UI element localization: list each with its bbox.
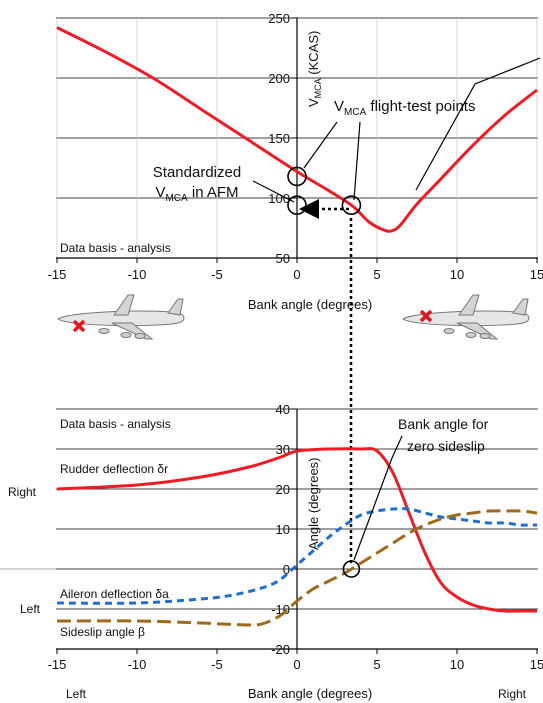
top-test-point-marker bbox=[287, 166, 307, 187]
zero-sideslip-marker bbox=[342, 560, 361, 578]
zero-sideslip-leader-line bbox=[353, 435, 403, 561]
bottom-x-tick-label: -5 bbox=[211, 657, 223, 672]
sideslip-angle-curve bbox=[56, 509, 538, 627]
bottom-y-tick-label: 10 bbox=[276, 522, 290, 537]
top-chart: 50 100 150 200 250 -15 -10 -5 0 5 10 15 VMCA (KCAS… bbox=[48, 11, 543, 312]
airplane-left-icon bbox=[57, 294, 185, 340]
bottom-x-tick-label: 15 bbox=[530, 657, 543, 672]
top-x-tick-labels: -15 -10 -5 0 5 10 15 bbox=[48, 258, 543, 282]
bottom-x-tick-labels: -15 -10 -5 0 5 10 15 bbox=[48, 649, 543, 672]
top-data-basis-note: Data basis - analysis bbox=[60, 241, 171, 255]
bottom-x-tick-label: -15 bbox=[48, 657, 67, 672]
top-y-axis-label: VMCA (KCAS) bbox=[306, 31, 323, 107]
bottom-y-tick-label: 40 bbox=[276, 402, 290, 417]
standardized-label-line2: VMCA in AFM bbox=[155, 184, 238, 204]
bottom-x-axis-label: Bank angle (degrees) bbox=[248, 686, 372, 701]
bottom-markers bbox=[342, 560, 361, 578]
zero-sideslip-label-line1: Bank angle for bbox=[398, 416, 489, 432]
bottom-x-tick-label: 10 bbox=[450, 657, 464, 672]
bottom-y-tick-label: 0 bbox=[283, 562, 290, 577]
legend-aileron: Aileron deflection δa bbox=[60, 587, 169, 601]
bottom-curves bbox=[56, 447, 538, 627]
bottom-y-tick-label: -20 bbox=[271, 642, 290, 657]
top-test-point-marker bbox=[341, 195, 362, 215]
bottom-y-axis-label: Angle (degrees) bbox=[306, 458, 321, 551]
top-y-tick-label: 50 bbox=[276, 251, 290, 266]
bottom-left-label: Left bbox=[66, 687, 87, 701]
side-label-right: Right bbox=[8, 485, 37, 499]
curve-leader-line bbox=[415, 57, 541, 191]
top-x-tick-label: 15 bbox=[530, 267, 543, 282]
legend-sideslip: Sideslip angle β bbox=[60, 625, 145, 639]
top-y-tick-labels: 50 100 150 200 250 bbox=[268, 11, 297, 266]
top-y-tick-label: 100 bbox=[268, 191, 290, 206]
standardized-label-line1: Standardized bbox=[153, 164, 241, 181]
bottom-data-basis-note: Data basis - analysis bbox=[60, 417, 171, 431]
flight-test-leader-line-1 bbox=[303, 121, 338, 169]
legend-rudder: Rudder deflection δr bbox=[60, 462, 168, 476]
standardized-leader-line bbox=[252, 180, 295, 203]
bottom-right-label: Right bbox=[498, 687, 527, 701]
rudder-deflection-curve bbox=[56, 447, 537, 613]
side-label-left: Left bbox=[20, 602, 41, 616]
bottom-x-tick-label: 5 bbox=[373, 657, 380, 672]
top-x-tick-label: 5 bbox=[373, 267, 380, 282]
flight-test-label: VMCA flight-test points bbox=[334, 98, 475, 118]
bottom-x-tick-label: -10 bbox=[128, 657, 147, 672]
top-y-tick-label: 200 bbox=[268, 71, 290, 86]
aileron-deflection-curve bbox=[56, 507, 538, 605]
top-vmca-curve bbox=[56, 26, 538, 233]
zero-sideslip-label-line2: zero sideslip bbox=[407, 438, 485, 454]
top-y-tick-label: 150 bbox=[268, 131, 290, 146]
bottom-y-tick-label: 20 bbox=[276, 482, 290, 497]
top-x-tick-label: 0 bbox=[293, 267, 300, 282]
top-x-tick-label: 10 bbox=[450, 267, 464, 282]
top-x-tick-label: -15 bbox=[48, 267, 67, 282]
top-y-tick-label: 250 bbox=[268, 11, 290, 26]
top-x-axis-label: Bank angle (degrees) bbox=[248, 297, 372, 312]
airplane-right-icon bbox=[402, 294, 530, 340]
flight-test-leader-line-2 bbox=[353, 121, 361, 201]
top-x-tick-label: -5 bbox=[211, 267, 223, 282]
top-x-tick-label: -10 bbox=[128, 267, 147, 282]
bottom-x-tick-label: 0 bbox=[293, 657, 300, 672]
